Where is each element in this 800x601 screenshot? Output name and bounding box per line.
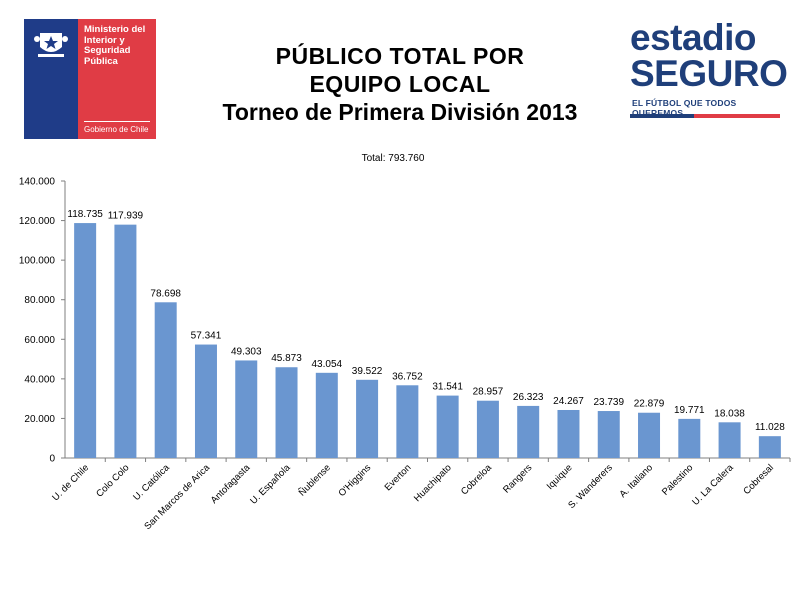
bar <box>758 436 781 458</box>
data-label: 26.323 <box>513 392 544 403</box>
brand-bar-blue <box>630 114 694 118</box>
y-tick-label: 60.000 <box>24 335 55 346</box>
data-label: 11.028 <box>755 422 785 433</box>
x-tick-label: Everton <box>383 462 414 493</box>
gobierno-label: Gobierno de Chile <box>84 125 149 134</box>
data-label: 28.957 <box>473 387 504 398</box>
x-tick-label: Colo Colo <box>94 462 131 499</box>
title-line-3: Torneo de Primera División 2013 <box>222 99 578 125</box>
y-tick-label: 40.000 <box>24 374 55 385</box>
data-label: 23.739 <box>593 397 624 408</box>
x-tick-label: U. La Calera <box>690 462 736 508</box>
data-label: 24.267 <box>553 396 584 407</box>
bar <box>154 302 177 458</box>
logo-divider <box>84 121 150 122</box>
data-label: 117.939 <box>108 211 144 222</box>
bar <box>476 400 499 458</box>
bar <box>194 344 217 458</box>
data-label: 39.522 <box>352 366 383 377</box>
chart-subtitle: Total: 793.760 <box>362 153 425 164</box>
x-tick-label: Palestino <box>660 462 695 497</box>
bars <box>74 223 781 458</box>
bar <box>315 372 338 458</box>
data-label: 19.771 <box>674 405 705 416</box>
bar <box>235 360 258 458</box>
data-label: 57.341 <box>191 331 222 342</box>
title-line-1: PÚBLICO TOTAL POR <box>275 43 525 69</box>
bar <box>557 409 580 458</box>
attendance-bar-chart: Total: 793.760 0 20.000 40.000 60.000 80.000… <box>19 153 791 532</box>
bar <box>638 412 661 458</box>
data-label: 22.879 <box>634 399 665 410</box>
y-tick-label: 140.000 <box>19 177 56 188</box>
data-label: 118.735 <box>67 209 103 220</box>
data-label: 31.541 <box>432 382 463 393</box>
x-tick-label: Rangers <box>501 462 534 495</box>
gobierno-logo: Ministerio del Interior y Seguridad Públ… <box>24 19 156 139</box>
bar <box>517 405 540 458</box>
y-tick-label: 20.000 <box>24 414 55 425</box>
ministry-line: Seguridad <box>84 45 131 56</box>
ministry-line: Interior y <box>84 34 125 46</box>
estadio-seguro-logo: estadio SEGURO EL FÚTBOL QUE TODOS QUERE… <box>628 17 788 122</box>
bar <box>597 411 620 458</box>
logo-blue-panel <box>24 19 78 139</box>
brand-bar-red <box>694 114 780 118</box>
data-label: 49.303 <box>231 346 262 357</box>
x-tick-label: Cobreloa <box>459 462 495 498</box>
data-label: 43.054 <box>312 359 343 370</box>
x-tick-label: Iquique <box>545 462 575 492</box>
brand-line-2: SEGURO <box>630 53 788 94</box>
coat-of-arms-icon <box>34 33 68 57</box>
brand-tagline: EL FÚTBOL QUE TODOS QUEREMOS <box>632 98 737 118</box>
ministry-line: Ministerio del <box>84 24 146 35</box>
x-tick-label: Ñublense <box>297 462 333 498</box>
bar <box>436 395 459 458</box>
bar <box>356 379 379 458</box>
data-label: 78.698 <box>150 288 181 299</box>
x-tick-label: Huachipato <box>412 462 454 504</box>
x-tick-label: U. Española <box>248 462 293 507</box>
bar <box>396 385 419 458</box>
bar <box>678 418 701 458</box>
title-line-2: EQUIPO LOCAL <box>309 71 491 97</box>
brand-line-1: estadio <box>630 17 757 58</box>
data-label: 36.752 <box>392 371 423 382</box>
bar <box>275 367 298 458</box>
data-label: 45.873 <box>271 353 302 364</box>
y-tick-label: 100.000 <box>19 256 56 267</box>
y-tick-label: 80.000 <box>24 295 55 306</box>
y-tick-label: 120.000 <box>19 216 56 227</box>
logo-red-panel <box>78 19 156 139</box>
bar <box>74 223 97 458</box>
ministry-line: Pública <box>84 55 118 67</box>
x-tick-label: O'Higgins <box>337 462 374 499</box>
data-label: 18.038 <box>714 408 745 419</box>
bar <box>114 224 137 458</box>
x-tick-label: U. de Chile <box>50 462 91 503</box>
x-tick-label: Cobresal <box>741 462 776 497</box>
x-tick-label: Antofagasta <box>209 462 253 506</box>
ministry-name: Ministerio del Interior y Seguridad Públ… <box>84 24 146 67</box>
value-labels: 118.735 117.939 78.698 57.341 49.303 45.873 43… <box>67 209 785 433</box>
x-tick-label: U. Católica <box>131 462 172 503</box>
bar <box>718 422 741 458</box>
x-tick-label: A. Italiano <box>617 462 655 500</box>
y-tick-label: 0 <box>49 454 55 465</box>
page-title: PÚBLICO TOTAL POR EQUIPO LOCAL Torneo de… <box>170 42 630 126</box>
